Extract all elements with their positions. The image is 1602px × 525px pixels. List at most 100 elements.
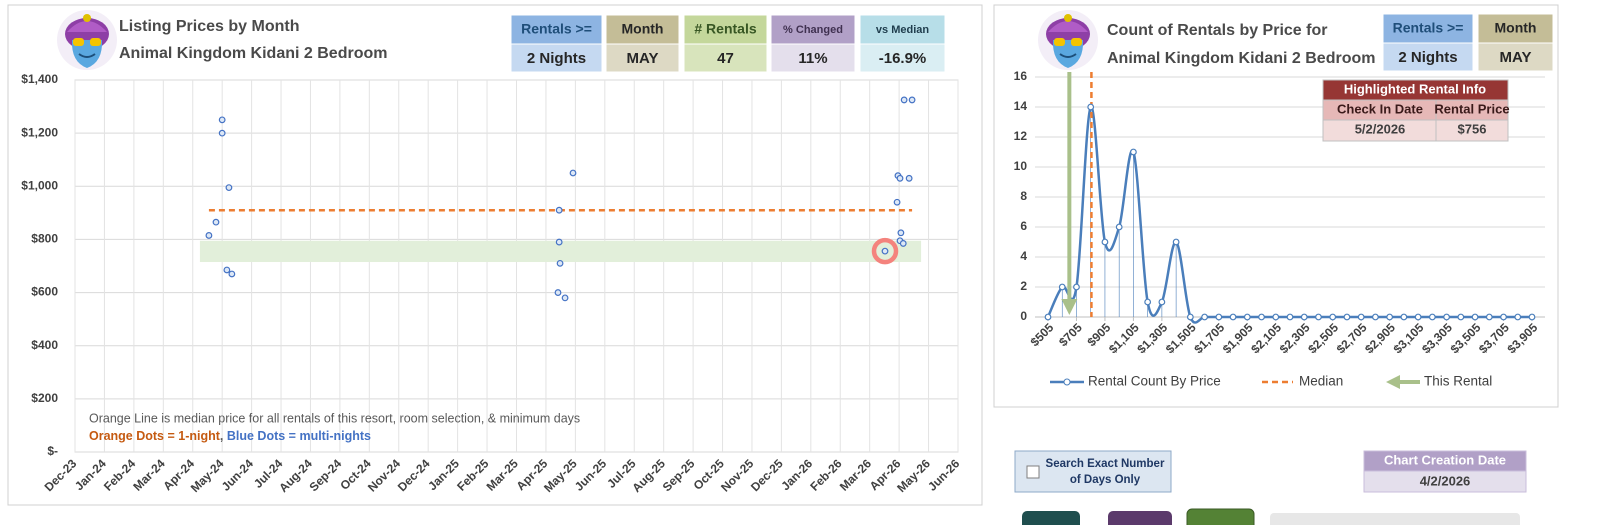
checkbox-panel[interactable] xyxy=(1014,450,1172,493)
date-label: Chart Creation Date xyxy=(1384,452,1506,467)
stat-value: MAY xyxy=(627,50,659,67)
point xyxy=(1414,313,1422,321)
rental-arrowhead xyxy=(1061,299,1078,315)
logo xyxy=(1038,10,1098,70)
stat-header xyxy=(605,14,680,45)
checkbox-label: of Days Only xyxy=(1070,474,1141,486)
y-tick-label: $600 xyxy=(31,285,58,299)
note-part: Orange Dots = 1-night xyxy=(89,429,221,443)
point xyxy=(1144,298,1152,306)
point xyxy=(897,229,905,237)
y-tick-label: $1,000 xyxy=(21,178,58,192)
point xyxy=(1058,283,1066,291)
stat-header xyxy=(1382,13,1474,44)
stat-cell xyxy=(770,43,856,73)
y-tick-label: $1,400 xyxy=(21,72,58,86)
highlight-band xyxy=(199,240,922,263)
y-tick-label: $800 xyxy=(31,232,58,246)
point xyxy=(218,129,226,137)
point xyxy=(899,240,907,247)
legend-arrowhead xyxy=(1386,375,1400,389)
stat-label: # Rentals xyxy=(694,21,756,37)
point xyxy=(896,174,904,182)
point xyxy=(1272,313,1280,321)
stat-cell xyxy=(1382,42,1474,72)
table-header-cell: Check In Date xyxy=(1337,101,1423,116)
y-tick-label: 0 xyxy=(1020,309,1027,323)
point xyxy=(1044,313,1052,321)
point xyxy=(1087,103,1095,111)
chart-title: Listing Prices by Month xyxy=(119,18,299,35)
button[interactable] xyxy=(1186,508,1255,525)
table-header-cell: Rental Price xyxy=(1434,101,1509,116)
highlight-ring xyxy=(871,237,899,265)
point xyxy=(1073,283,1080,291)
point xyxy=(1514,313,1522,321)
note-part: Blue Dots = multi-nights xyxy=(227,429,371,443)
stat-value: 2 Nights xyxy=(527,50,586,67)
stat-label: Rentals >= xyxy=(521,21,592,37)
stat-cell xyxy=(1477,42,1554,72)
checkbox[interactable] xyxy=(1026,465,1040,479)
point xyxy=(905,174,913,182)
point xyxy=(1172,238,1180,246)
chart-title: Count of Rentals by Price for xyxy=(1107,22,1327,39)
point xyxy=(556,259,564,267)
exact-days-checkbox[interactable]: Search Exact Number of Days Only xyxy=(1014,450,1172,493)
stat-label: Month xyxy=(622,21,664,37)
point xyxy=(1428,313,1436,321)
y-tick-label: 8 xyxy=(1020,189,1027,203)
point xyxy=(218,116,226,124)
stat-cell xyxy=(510,43,603,73)
checkbox-label: Search Exact Number xyxy=(1046,458,1165,470)
date-value: 4/2/2026 xyxy=(1420,473,1471,488)
point xyxy=(1300,313,1308,321)
stat-value: MAY xyxy=(1500,49,1532,66)
stat-header xyxy=(859,14,946,45)
table-value: 5/2/2026 xyxy=(1355,121,1406,136)
table-value: $756 xyxy=(1458,121,1487,136)
date-cell xyxy=(1363,470,1527,493)
button[interactable] xyxy=(1270,513,1520,525)
point xyxy=(1315,313,1322,321)
point xyxy=(1329,313,1337,321)
y-tick-label: 2 xyxy=(1020,279,1027,293)
point xyxy=(1229,313,1237,321)
point xyxy=(569,169,577,177)
note: Orange Line is median price for all rent… xyxy=(89,411,580,425)
stat-label: Month xyxy=(1495,20,1537,36)
stat-value: -16.9% xyxy=(879,50,927,67)
point xyxy=(1372,313,1379,321)
point xyxy=(1343,313,1351,321)
button[interactable] xyxy=(1022,511,1080,525)
note-legend: Orange Dots = 1-night, Blue Dots = multi… xyxy=(89,429,371,443)
legend-marker xyxy=(1063,378,1071,386)
stat-label: % Changed xyxy=(783,24,843,36)
point xyxy=(1528,313,1536,321)
point xyxy=(1386,313,1394,321)
rental-info-table: Highlighted Rental Info Check In Date Re… xyxy=(1322,79,1510,142)
point xyxy=(1400,313,1408,321)
point xyxy=(893,198,901,206)
point xyxy=(555,206,563,214)
button[interactable] xyxy=(1108,511,1172,525)
point xyxy=(1485,313,1493,321)
table-cell xyxy=(1435,119,1509,142)
y-tick-label: 14 xyxy=(1014,99,1028,113)
point xyxy=(1243,313,1251,321)
chart-subtitle: Animal Kingdom Kidani 2 Bedroom xyxy=(1107,50,1375,67)
point xyxy=(555,238,563,246)
point xyxy=(1500,313,1507,321)
stat-cell xyxy=(605,43,680,73)
point xyxy=(205,232,213,239)
point xyxy=(1443,313,1450,321)
point xyxy=(1115,223,1123,231)
y-tick-label: $- xyxy=(47,444,58,458)
stat-label: Rentals >= xyxy=(1393,20,1464,36)
point xyxy=(908,96,916,104)
logo xyxy=(57,10,117,70)
point xyxy=(1186,313,1194,321)
legend-label: This Rental xyxy=(1424,374,1492,389)
stat-value: 47 xyxy=(717,50,734,67)
